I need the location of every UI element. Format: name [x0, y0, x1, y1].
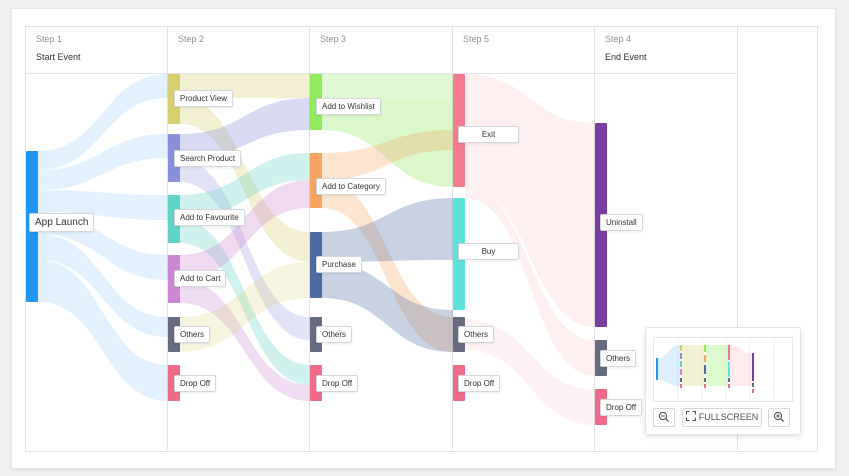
step-label: Step 4: [605, 34, 632, 44]
flow-link: [465, 320, 595, 425]
label-purchase: Purchase: [316, 256, 362, 273]
flow-link: [322, 100, 453, 187]
flow-link: [180, 98, 310, 160]
label-drop-off: Drop Off: [458, 375, 501, 392]
fullscreen-label: FULLSCREEN: [698, 412, 759, 422]
flow-link: [180, 160, 310, 340]
label-add-to-favourite: Add to Favourite: [174, 209, 245, 226]
flow-link: [180, 220, 310, 385]
minimap-preview[interactable]: [653, 337, 793, 402]
step-label: Step 5: [463, 34, 490, 44]
label-drop-off: Drop Off: [600, 399, 643, 416]
flow-link: [465, 187, 595, 376]
fullscreen-button[interactable]: FULLSCREEN: [682, 408, 762, 427]
column-header-step-2: Step 2: [168, 27, 309, 73]
flow-link: [322, 180, 453, 352]
column-divider: [452, 27, 453, 450]
flow-link: [180, 180, 310, 280]
step-label: Step 3: [320, 34, 347, 44]
flow-link: [322, 130, 453, 180]
zoom-in-icon: [773, 411, 785, 423]
flow-link: [322, 74, 453, 100]
column-header-step-3: Step 3: [310, 27, 452, 73]
flow-link: [180, 153, 310, 220]
label-app-launch: App Launch: [29, 213, 95, 232]
step-title: End Event: [605, 52, 647, 62]
flow-link: [180, 262, 310, 352]
minimap-thumbnail: [656, 338, 775, 401]
label-buy: Buy: [458, 243, 519, 260]
header-divider: [26, 73, 737, 74]
minimap-panel: FULLSCREEN: [645, 327, 801, 435]
column-divider: [594, 27, 595, 450]
step-label: Step 2: [178, 34, 205, 44]
flow-link: [322, 262, 453, 352]
fullscreen-icon: [685, 410, 696, 422]
step-label: Step 1: [36, 34, 63, 44]
flow-link: [180, 280, 310, 401]
label-others: Others: [174, 326, 211, 343]
label-others: Others: [316, 326, 353, 343]
flow-link: [180, 98, 310, 262]
flow-link: [38, 260, 168, 401]
label-search-product: Search Product: [174, 150, 242, 167]
zoom-out-icon: [658, 411, 670, 423]
flow-link: [38, 74, 168, 170]
label-product-view: Product View: [174, 90, 233, 107]
label-add-to-cart: Add to Cart: [174, 270, 227, 287]
flow-link: [38, 190, 168, 220]
flow-link: [38, 134, 168, 190]
label-exit: Exit: [458, 126, 519, 143]
column-header-step-1: Step 1 Start Event: [26, 27, 167, 73]
flow-link: [38, 234, 168, 337]
label-add-to-wishlist: Add to Wishlist: [316, 98, 381, 115]
label-others: Others: [458, 326, 495, 343]
column-divider: [737, 27, 738, 450]
label-others: Others: [600, 350, 637, 367]
label-drop-off: Drop Off: [316, 375, 359, 392]
column-header-step-4: Step 4 End Event: [595, 27, 737, 73]
label-drop-off: Drop Off: [174, 375, 217, 392]
column-divider: [167, 27, 168, 450]
flow-link: [322, 198, 453, 262]
step-title: Start Event: [36, 52, 81, 62]
zoom-in-button[interactable]: [768, 408, 790, 427]
label-uninstall: Uninstall: [600, 214, 643, 231]
column-divider: [309, 27, 310, 450]
label-add-to-category: Add to Category: [316, 178, 386, 195]
column-header-step-5: Step 5: [453, 27, 594, 73]
zoom-out-button[interactable]: [653, 408, 675, 427]
